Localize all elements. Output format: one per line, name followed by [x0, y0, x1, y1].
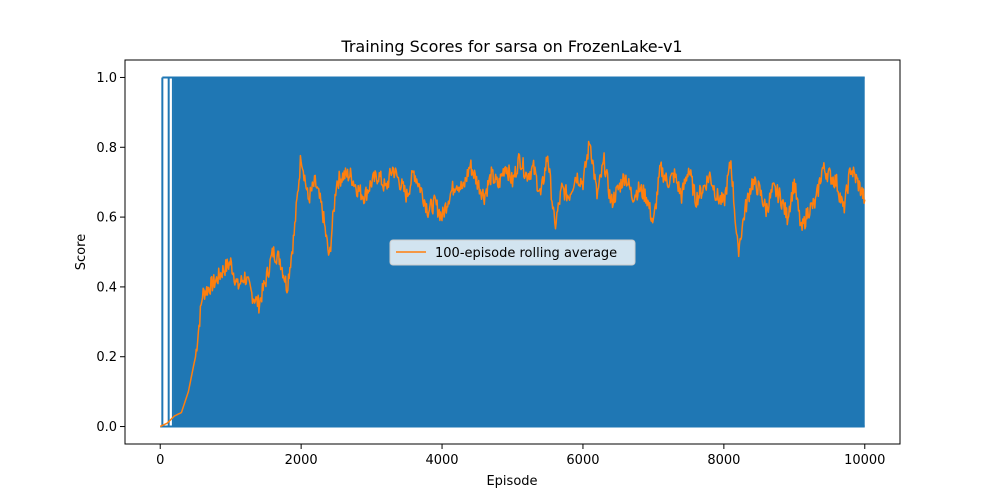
- x-axis-title: Episode: [486, 474, 537, 489]
- y-tick-label: 0.0: [96, 420, 117, 435]
- x-tick-label: 4000: [425, 453, 458, 468]
- x-tick-label: 8000: [707, 453, 740, 468]
- x-tick-label: 2000: [285, 453, 318, 468]
- y-axis-title: Score: [74, 234, 89, 270]
- x-tick-label: 0: [156, 453, 164, 468]
- chart-title: Training Scores for sarsa on FrozenLake-…: [340, 37, 682, 56]
- y-tick-label: 0.2: [96, 350, 117, 365]
- x-axis: 0 2000 4000 6000 8000 10000: [156, 444, 885, 468]
- x-tick-label: 6000: [566, 453, 599, 468]
- axes-frame: [124, 59, 901, 445]
- y-axis: 0.0 0.2 0.4 0.6 0.8 1.0: [96, 71, 125, 435]
- y-tick-label: 1.0: [96, 71, 117, 86]
- legend: 100-episode rolling average: [389, 239, 636, 266]
- series-rolling-average-line: [159, 140, 866, 428]
- legend-label-rolling-average: 100-episode rolling average: [435, 246, 617, 261]
- y-tick-label: 0.8: [96, 141, 117, 156]
- y-tick-label: 0.6: [96, 211, 117, 226]
- y-tick-label: 0.4: [96, 280, 117, 295]
- x-tick-label: 10000: [844, 453, 885, 468]
- legend-box: [389, 239, 636, 266]
